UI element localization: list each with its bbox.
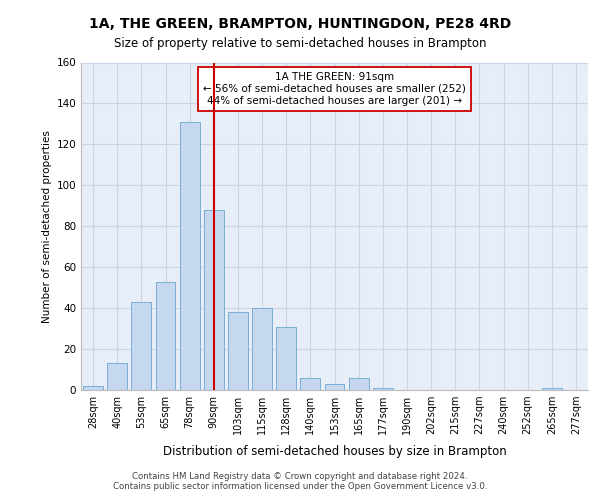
Bar xyxy=(301,378,320,390)
Bar xyxy=(131,302,151,390)
Bar xyxy=(277,326,296,390)
Bar xyxy=(252,308,272,390)
Bar xyxy=(542,388,562,390)
Text: Size of property relative to semi-detached houses in Brampton: Size of property relative to semi-detach… xyxy=(114,38,486,51)
Text: Contains public sector information licensed under the Open Government Licence v3: Contains public sector information licen… xyxy=(113,482,487,491)
Text: Contains HM Land Registry data © Crown copyright and database right 2024.: Contains HM Land Registry data © Crown c… xyxy=(132,472,468,481)
Bar xyxy=(228,312,248,390)
Text: 1A THE GREEN: 91sqm
← 56% of semi-detached houses are smaller (252)
44% of semi-: 1A THE GREEN: 91sqm ← 56% of semi-detach… xyxy=(203,72,466,106)
X-axis label: Distribution of semi-detached houses by size in Brampton: Distribution of semi-detached houses by … xyxy=(163,446,506,458)
Bar xyxy=(155,282,175,390)
Bar xyxy=(204,210,224,390)
Bar xyxy=(349,378,368,390)
Bar xyxy=(325,384,344,390)
Bar xyxy=(373,388,392,390)
Text: 1A, THE GREEN, BRAMPTON, HUNTINGDON, PE28 4RD: 1A, THE GREEN, BRAMPTON, HUNTINGDON, PE2… xyxy=(89,18,511,32)
Y-axis label: Number of semi-detached properties: Number of semi-detached properties xyxy=(42,130,52,322)
Bar xyxy=(107,364,127,390)
Bar xyxy=(180,122,200,390)
Bar xyxy=(83,386,103,390)
